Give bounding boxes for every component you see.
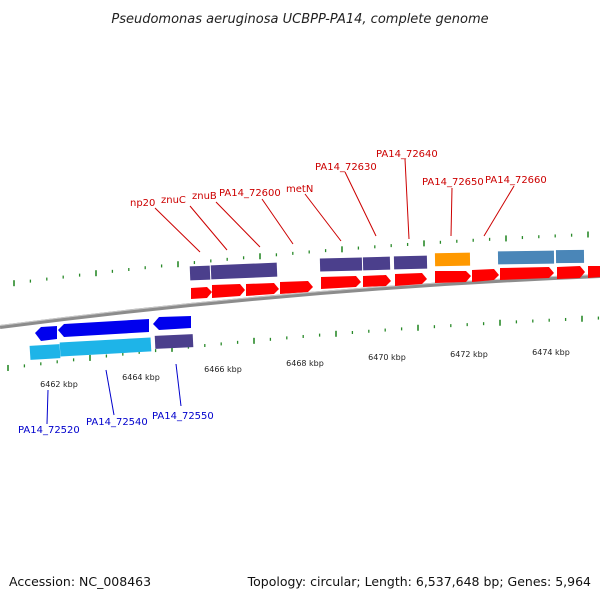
genome-title: Pseudomonas aeruginosa UCBPP-PA14, compl… xyxy=(111,12,488,27)
callout-line xyxy=(154,207,201,253)
gene-arrow-forward[interactable] xyxy=(435,271,471,283)
callout-line xyxy=(304,193,342,242)
gene-arrow-forward[interactable] xyxy=(557,266,585,279)
gene-bar-forward[interactable] xyxy=(189,265,211,281)
kbp-label: 6466 kbp xyxy=(204,365,242,374)
gene-label-znub[interactable]: znuB xyxy=(192,191,217,202)
gene-bar-forward[interactable] xyxy=(555,249,585,264)
gene-arrow-forward[interactable] xyxy=(191,287,212,299)
kbp-label: 6472 kbp xyxy=(450,350,488,359)
tick-marks xyxy=(7,231,600,371)
gene-arrow-forward[interactable] xyxy=(246,283,279,296)
gene-bar-forward[interactable] xyxy=(393,255,428,270)
gene-label-pa14-72630[interactable]: PA14_72630 xyxy=(315,162,377,173)
gene-arrow-forward[interactable] xyxy=(472,269,499,282)
gene-bar-reverse[interactable] xyxy=(154,334,194,349)
gene-arrow-forward[interactable] xyxy=(321,276,361,289)
callout-line xyxy=(189,205,228,251)
kbp-label: 6462 kbp xyxy=(40,380,78,389)
callout-line xyxy=(105,369,115,416)
chromosome-backbone xyxy=(0,274,600,329)
gene-bar-forward[interactable] xyxy=(497,250,555,265)
gene-arrow-forward[interactable] xyxy=(363,275,391,287)
gene-label-pa14-72640[interactable]: PA14_72640 xyxy=(376,149,438,160)
gene-label-pa14-72660[interactable]: PA14_72660 xyxy=(485,175,547,186)
gene-label-np20[interactable]: np20 xyxy=(130,198,155,209)
gene-bar-forward[interactable] xyxy=(319,257,363,272)
callout-line xyxy=(483,185,515,237)
callout-line xyxy=(215,201,261,248)
reverse-gene-labels: PA14_72520 PA14_72540 PA14_72550 xyxy=(18,363,214,436)
kbp-label: 6468 kbp xyxy=(286,359,324,368)
gene-arrow-forward[interactable] xyxy=(280,281,313,294)
callout-line xyxy=(404,158,410,240)
gene-label-pa14-72550[interactable]: PA14_72550 xyxy=(152,411,214,422)
gene-bar-forward[interactable] xyxy=(210,262,278,280)
gene-arrow-forward[interactable] xyxy=(500,267,554,280)
kbp-label: 6464 kbp xyxy=(122,373,160,382)
callout-line xyxy=(46,389,49,425)
callout-line xyxy=(175,363,182,407)
gene-label-pa14-72650[interactable]: PA14_72650 xyxy=(422,177,484,188)
gene-bar-forward[interactable] xyxy=(434,252,471,267)
gene-arrow-forward[interactable] xyxy=(395,273,427,286)
gene-features xyxy=(29,249,600,360)
kbp-label: 6474 kbp xyxy=(532,348,570,357)
gene-arrow-reverse[interactable] xyxy=(58,319,149,337)
callout-line xyxy=(450,187,453,237)
accession-text: Accession: NC_008463 xyxy=(9,574,151,589)
callout-line xyxy=(344,171,377,237)
gene-label-pa14-72520[interactable]: PA14_72520 xyxy=(18,425,80,436)
gene-bar-forward[interactable] xyxy=(362,256,391,271)
forward-gene-labels: np20 znuC znuB PA14_72600 metN PA14_7263… xyxy=(130,149,547,253)
gene-arrow-reverse[interactable] xyxy=(153,316,191,330)
gene-arrow-forward[interactable] xyxy=(212,284,245,298)
callout-line xyxy=(261,198,294,245)
kbp-scale: 6462 kbp 6464 kbp 6466 kbp 6468 kbp 6470… xyxy=(40,348,570,389)
topology-text: Topology: circular; Length: 6,537,648 bp… xyxy=(247,574,591,589)
gene-arrow-forward[interactable] xyxy=(588,266,600,278)
gene-bar-reverse[interactable] xyxy=(29,344,61,360)
gene-label-metn[interactable]: metN xyxy=(286,184,313,195)
kbp-label: 6470 kbp xyxy=(368,353,406,362)
gene-label-pa14-72600[interactable]: PA14_72600 xyxy=(219,188,281,199)
gene-label-pa14-72540[interactable]: PA14_72540 xyxy=(86,417,148,428)
gene-bar-reverse[interactable] xyxy=(59,337,152,357)
gene-arrow-reverse[interactable] xyxy=(35,326,57,341)
gene-label-znuc[interactable]: znuC xyxy=(161,195,186,206)
